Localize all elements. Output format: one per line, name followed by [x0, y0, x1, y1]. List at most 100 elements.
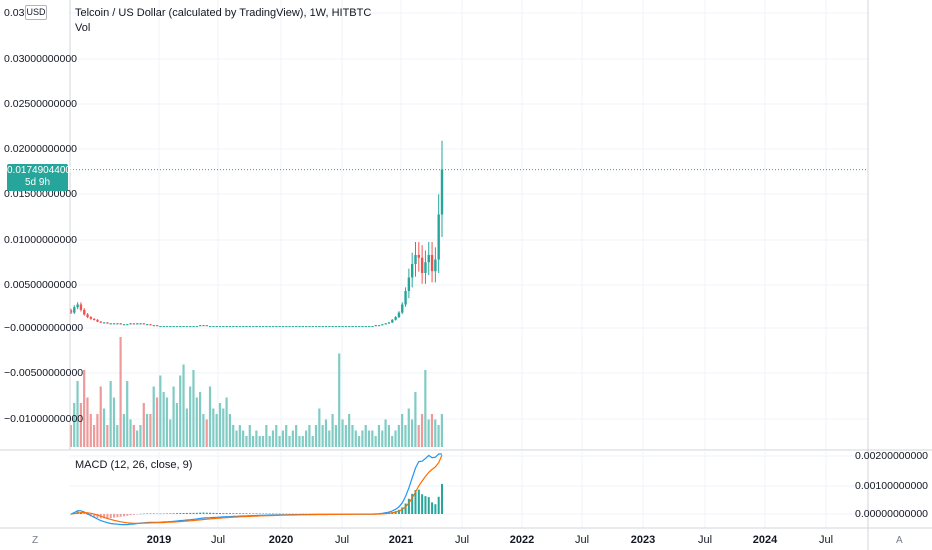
candle-body: [304, 326, 308, 328]
volume-bar: [152, 386, 155, 447]
volume-bar: [73, 403, 76, 447]
volume-bar: [255, 430, 258, 447]
volume-bar: [348, 414, 351, 447]
candle-body: [99, 321, 103, 323]
macd-histogram-bar: [434, 504, 437, 514]
candle-body: [341, 326, 344, 328]
macd-histogram-bar: [202, 512, 205, 514]
macd-histogram-bar: [185, 512, 188, 514]
volume-bar: [364, 425, 367, 447]
volume-bar: [69, 425, 72, 447]
candle-body: [437, 214, 440, 260]
macd-histogram-bar: [162, 513, 165, 515]
candle-body: [152, 325, 156, 327]
candle-body: [116, 323, 119, 325]
volume-bar: [354, 430, 357, 447]
volume-bar: [212, 408, 215, 447]
volume-legend[interactable]: Vol: [75, 22, 91, 34]
volume-bar: [394, 430, 397, 447]
volume-bar: [407, 408, 410, 447]
price-scale-label: 0.00500000000: [4, 279, 77, 291]
macd-histogram-bar: [291, 513, 294, 515]
volume-bar: [232, 425, 235, 447]
volume-bar: [192, 370, 195, 447]
volume-bar: [248, 425, 251, 447]
volume-bar: [165, 397, 169, 447]
volume-bar: [129, 419, 132, 447]
candle-body: [102, 322, 106, 324]
volume-bar: [367, 430, 371, 447]
candles: [69, 140, 868, 328]
macd-histogram-bar: [235, 513, 238, 514]
macd-histogram-bar: [225, 513, 228, 514]
volume-bar: [86, 397, 89, 447]
candle-body: [397, 312, 401, 318]
volume-bar: [145, 414, 149, 447]
candle-body: [238, 326, 242, 328]
volume-bar: [202, 414, 205, 447]
price-scale-label: −0.00500000000: [4, 367, 84, 379]
time-axis-label: 2019: [146, 534, 172, 546]
macd-histogram-bar: [172, 513, 175, 514]
zoom-button[interactable]: Z: [32, 535, 39, 546]
macd-histogram-bar: [86, 514, 89, 515]
macd-histogram-bar: [96, 514, 99, 518]
volume-bar: [238, 425, 241, 447]
candle-body: [407, 277, 411, 291]
volume-bar: [417, 425, 420, 447]
volume-bar: [427, 419, 430, 447]
auto-scale-button[interactable]: A: [896, 535, 903, 546]
candle-body: [112, 323, 116, 325]
candle-body: [381, 324, 384, 326]
volume-bar: [198, 392, 202, 447]
candle-body: [424, 262, 427, 273]
volume-bar: [228, 414, 231, 447]
volume-bar: [281, 430, 284, 447]
candle-body: [391, 319, 394, 323]
macd-histogram-bar: [142, 513, 145, 515]
symbol-title[interactable]: Telcoin / US Dollar (calculated by Tradi…: [75, 7, 372, 19]
candle-body: [377, 325, 381, 327]
macd-histogram-bar: [275, 513, 278, 515]
candle-body: [338, 326, 341, 328]
price-scale-label: 0.01500000000: [4, 188, 77, 200]
macd-histogram-bar: [209, 512, 212, 514]
candle-body: [265, 326, 268, 328]
candle-body: [69, 310, 73, 313]
candle-body: [261, 326, 265, 328]
volume-bar: [334, 425, 337, 447]
volume-bar: [351, 425, 354, 447]
candle-body: [427, 255, 430, 263]
current-price: 0.01749044009: [7, 165, 77, 176]
time-axis-label: 2020: [268, 534, 294, 546]
macd-histogram-bar: [252, 513, 255, 514]
volume-bar: [291, 430, 294, 447]
volume-bar: [331, 414, 334, 447]
volume-bar: [205, 419, 208, 447]
macd-histogram-bar: [229, 513, 231, 514]
time-axis-label: 2023: [630, 534, 656, 546]
currency-button[interactable]: USD: [25, 5, 47, 20]
candle-body: [92, 318, 96, 320]
volume-bar: [83, 370, 86, 447]
volume-bar: [179, 375, 182, 447]
volume-bar: [106, 425, 109, 447]
volume-bar: [275, 425, 278, 447]
macd-legend[interactable]: MACD (12, 26, close, 9): [75, 459, 193, 471]
candle-body: [228, 326, 232, 328]
candle-body: [298, 326, 301, 328]
candle-body: [430, 255, 434, 272]
macd-histogram-bar: [411, 493, 414, 514]
volume-bars: [69, 337, 443, 447]
candle-body: [351, 326, 354, 328]
macd-histogram-bar: [149, 513, 152, 515]
macd-histogram-bar: [401, 507, 404, 514]
candle-body: [89, 317, 93, 319]
macd-histogram-bar: [109, 514, 112, 519]
macd-histogram-bar: [248, 513, 251, 514]
macd-histogram-bar: [222, 513, 225, 514]
price-scale-label: −0.01000000000: [4, 413, 84, 425]
macd-histogram-bar: [242, 513, 245, 514]
